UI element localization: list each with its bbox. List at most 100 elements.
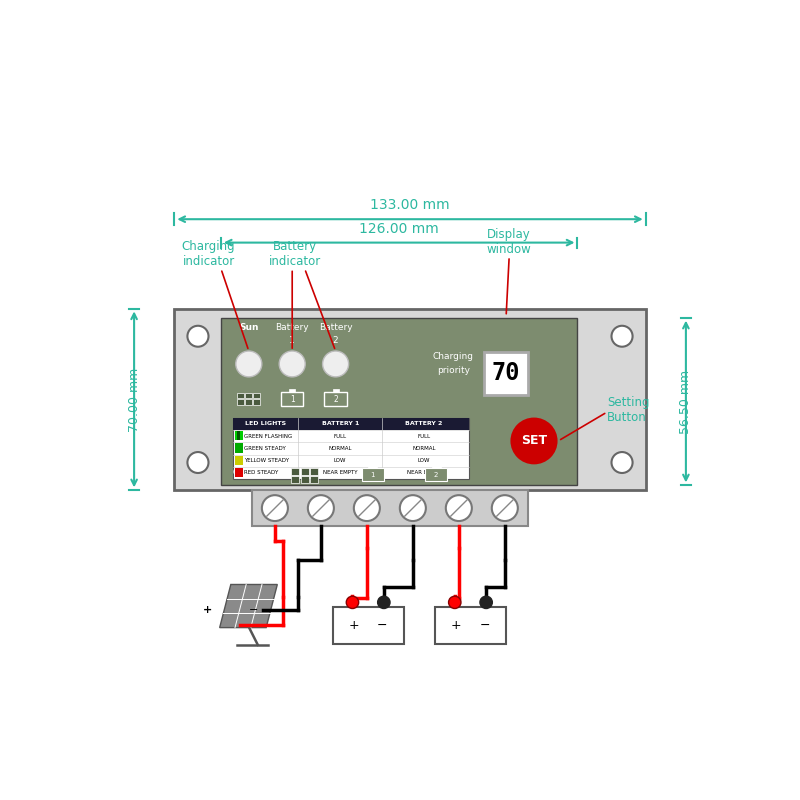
Text: LED LIGHTS: LED LIGHTS xyxy=(246,422,286,426)
Circle shape xyxy=(611,452,633,473)
Text: NORMAL: NORMAL xyxy=(412,446,436,451)
Circle shape xyxy=(279,351,306,377)
Bar xyxy=(431,464,441,468)
Bar xyxy=(253,393,260,398)
Text: −: − xyxy=(377,619,388,632)
Text: Setting
Button: Setting Button xyxy=(607,396,650,424)
Bar xyxy=(234,418,469,479)
Bar xyxy=(310,476,318,483)
Text: LOW: LOW xyxy=(418,458,430,463)
Bar xyxy=(174,309,646,490)
Text: Sun: Sun xyxy=(239,322,258,332)
Text: 2: 2 xyxy=(333,336,338,346)
Bar xyxy=(234,443,242,453)
Bar xyxy=(333,389,338,392)
Bar xyxy=(252,490,528,526)
Bar xyxy=(245,399,252,405)
Text: NORMAL: NORMAL xyxy=(329,446,352,451)
Bar xyxy=(237,399,244,405)
Text: +: + xyxy=(202,606,212,615)
Text: +: + xyxy=(451,619,462,632)
Bar xyxy=(234,468,242,478)
Text: NEAR EMPTY: NEAR EMPTY xyxy=(406,470,442,475)
Circle shape xyxy=(449,596,461,609)
Circle shape xyxy=(354,495,380,521)
Text: Display
window: Display window xyxy=(487,228,531,256)
Bar xyxy=(325,392,346,406)
Bar xyxy=(237,393,244,398)
Bar xyxy=(368,464,378,468)
Bar xyxy=(281,392,303,406)
Bar xyxy=(485,352,528,394)
Polygon shape xyxy=(220,585,278,628)
Circle shape xyxy=(346,596,358,609)
Text: −: − xyxy=(249,606,258,615)
Text: 1: 1 xyxy=(370,472,375,478)
Bar xyxy=(289,389,295,392)
Text: NEAR EMPTY: NEAR EMPTY xyxy=(323,470,358,475)
Text: BATTERY 2: BATTERY 2 xyxy=(406,422,442,426)
Circle shape xyxy=(492,495,518,521)
Circle shape xyxy=(262,495,288,521)
Text: −: − xyxy=(453,466,461,477)
Text: 56.50 mm: 56.50 mm xyxy=(679,370,692,434)
Bar xyxy=(435,607,506,644)
Text: 70.00 mm: 70.00 mm xyxy=(128,367,141,431)
Bar xyxy=(301,468,309,474)
Text: SET: SET xyxy=(521,434,547,447)
Bar xyxy=(291,476,299,483)
Circle shape xyxy=(322,351,349,377)
Text: Charging: Charging xyxy=(433,352,474,361)
Text: GREEN STEADY: GREEN STEADY xyxy=(245,446,286,451)
Text: LOW: LOW xyxy=(334,458,346,463)
Bar xyxy=(234,456,242,465)
Text: BATTERY 1: BATTERY 1 xyxy=(322,422,359,426)
Bar xyxy=(310,468,318,474)
Text: FULL: FULL xyxy=(334,434,347,438)
Text: GREEN FLASHING: GREEN FLASHING xyxy=(245,434,293,438)
Text: Battery: Battery xyxy=(318,322,353,332)
Circle shape xyxy=(187,326,209,346)
Circle shape xyxy=(611,326,633,346)
Text: Battery
indicator: Battery indicator xyxy=(269,241,322,269)
Text: −: − xyxy=(479,619,490,632)
Text: +: + xyxy=(349,466,357,477)
Text: −: − xyxy=(319,466,327,477)
Bar xyxy=(425,468,447,482)
Circle shape xyxy=(510,418,558,464)
Text: +: + xyxy=(349,619,359,632)
Text: 1: 1 xyxy=(290,336,295,346)
Text: 70: 70 xyxy=(492,362,520,385)
Text: +: + xyxy=(412,466,420,477)
Text: YELLOW STEADY: YELLOW STEADY xyxy=(245,458,290,463)
Bar xyxy=(291,468,299,474)
Circle shape xyxy=(308,495,334,521)
Text: Charging
indicator: Charging indicator xyxy=(182,241,235,269)
Text: 126.00 mm: 126.00 mm xyxy=(359,222,439,237)
Text: +: + xyxy=(282,466,290,477)
Text: CE: CE xyxy=(233,466,246,477)
Text: FULL: FULL xyxy=(418,434,430,438)
Text: 2: 2 xyxy=(434,472,438,478)
Bar xyxy=(234,418,469,430)
Text: Battery: Battery xyxy=(275,322,309,332)
Text: 2: 2 xyxy=(334,394,338,403)
Bar xyxy=(221,318,578,486)
Text: −: − xyxy=(389,466,398,477)
Text: 133.00 mm: 133.00 mm xyxy=(370,198,450,212)
Bar xyxy=(301,476,309,483)
Bar xyxy=(333,607,404,644)
Bar xyxy=(245,393,252,398)
Circle shape xyxy=(378,596,390,609)
Bar xyxy=(362,468,384,482)
Circle shape xyxy=(480,596,492,609)
Circle shape xyxy=(400,495,426,521)
Text: priority: priority xyxy=(437,366,470,375)
Text: RED STEADY: RED STEADY xyxy=(245,470,278,475)
Bar xyxy=(240,431,242,440)
Text: 1: 1 xyxy=(290,394,294,403)
Circle shape xyxy=(236,351,262,377)
Bar xyxy=(253,399,260,405)
Bar xyxy=(238,431,240,440)
Bar xyxy=(234,431,238,440)
